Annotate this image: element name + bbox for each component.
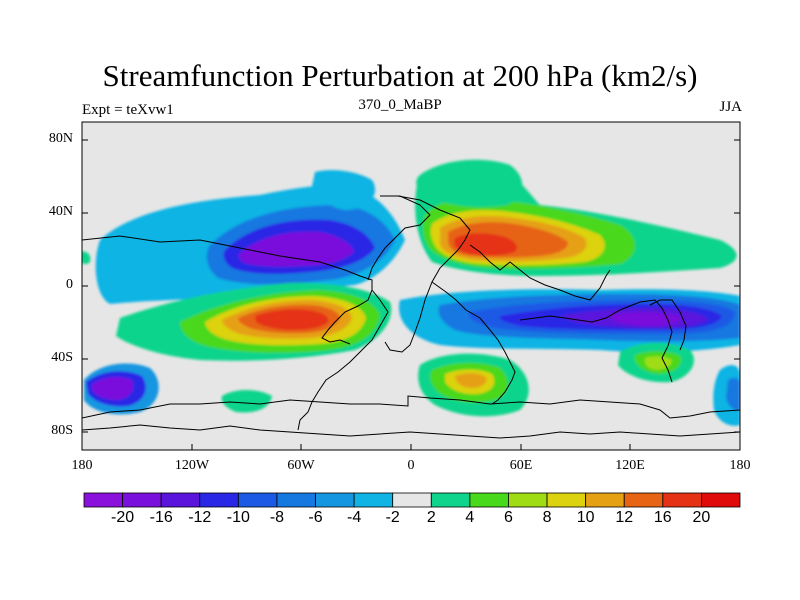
coastline-americas [82,235,389,431]
colorbar-label: -10 [226,509,250,526]
colorbar-label: -4 [346,509,362,526]
coastline-south-america-east [321,289,373,345]
y-tick-label: 80S [51,423,73,438]
x-tick-label: 60W [287,458,315,473]
y-tick-label: 40N [48,204,73,219]
x-tick-label: 0 [407,458,415,473]
colorbar-label: 20 [692,509,711,526]
x-tick-label: 120W [174,458,210,473]
colorbar-label: -16 [149,509,173,526]
coastline-antarctica-south [82,424,740,439]
coastline-asia [469,244,611,301]
colorbar-label: -2 [385,509,400,526]
colorbar-swatch [353,492,394,508]
y-tick-label: 0 [66,277,73,292]
coastlines [82,195,740,439]
colorbar-label: 12 [615,509,634,526]
colorbar-label: 2 [426,509,436,526]
x-tick-label: 180 [729,458,751,473]
colorbar-label: 10 [576,509,595,526]
axis-ticks [81,139,741,450]
coastline-africa-east [431,281,516,405]
contour-field [82,159,740,426]
x-tick-label: 120E [615,458,645,473]
colorbar-swatch [546,492,587,508]
colorbar-swatch [701,492,741,508]
colorbar-swatch [122,492,162,508]
coastline-australia [649,299,687,351]
x-tick-label: 60E [509,458,533,473]
colorbar-swatch [623,492,664,508]
colorbar-swatch [585,492,625,508]
colorbar-swatch [392,492,432,508]
period-label: 370_0_MaBP [358,97,442,113]
experiment-label: Expt = teXvw1 [82,102,174,118]
colorbar-swatch [276,492,316,508]
colorbar-swatch [199,492,239,508]
colorbar-label: 6 [504,509,513,526]
coastline-antarctica [82,395,740,419]
colorbar-label: 8 [542,509,552,526]
coastline-indonesia [519,299,673,383]
colorbar-swatch [83,492,123,508]
season-label: JJA [719,99,742,115]
colorbar-swatch [469,492,509,508]
colorbar-swatch [430,492,471,508]
y-tick-label: 40S [51,350,73,365]
colorbar-swatch [160,492,201,508]
colorbar [83,492,741,508]
map-title: Streamfunction Perturbation at 200 hPa (… [102,58,698,93]
colorbar-label: -6 [308,509,323,526]
colorbar-label: 16 [653,509,672,526]
colorbar-swatch [237,492,278,508]
colorbar-label: -20 [111,509,135,526]
colorbar-swatch [315,492,355,508]
colorbar-label: -8 [269,509,285,526]
colorbar-label: -12 [188,509,212,526]
coastline-north-america [367,195,431,281]
coastline-europe-africa [384,195,471,353]
colorbar-swatch [508,492,548,508]
colorbar-label: 4 [465,509,475,526]
colorbar-swatch [662,492,702,508]
y-tick-label: 80N [48,131,73,146]
x-tick-label: 180 [71,458,93,473]
